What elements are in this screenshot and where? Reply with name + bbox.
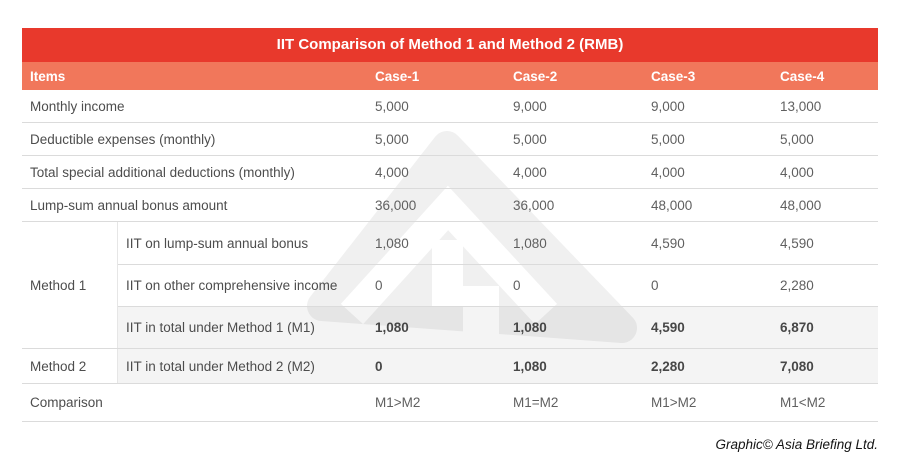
cell-value: M1<M2 (780, 395, 826, 410)
cell-value: 48,000 (651, 197, 693, 213)
cell-value: 36,000 (513, 197, 555, 213)
header-case-2: Case-2 (513, 68, 558, 84)
cell-value: 1,080 (513, 358, 547, 374)
row-label: Deductible expenses (monthly) (30, 131, 216, 147)
header-case-4: Case-4 (780, 68, 825, 84)
cell-value: 13,000 (780, 98, 822, 114)
cell-value: 48,000 (780, 197, 822, 213)
iit-comparison-table: IIT Comparison of Method 1 and Method 2 … (22, 28, 878, 422)
cell-value: 5,000 (375, 131, 409, 147)
header-items: Items (30, 68, 66, 84)
table-row-annual-bonus: Lump-sum annual bonus amount 36,000 36,0… (22, 189, 878, 222)
header-case-1: Case-1 (375, 68, 420, 84)
cell-value: 1,080 (375, 235, 409, 251)
table-row-m2-total: IIT in total under Method 2 (M2) 0 1,080… (118, 349, 878, 383)
table-row-monthly-income: Monthly income 5,000 9,000 9,000 13,000 (22, 90, 878, 123)
row-label: Comparison (30, 395, 103, 410)
row-label: IIT in total under Method 1 (M1) (126, 320, 315, 335)
cell-value: 4,000 (513, 164, 547, 180)
row-label: Lump-sum annual bonus amount (30, 197, 228, 213)
row-label: Monthly income (30, 98, 125, 114)
table-row-special-deductions: Total special additional deductions (mon… (22, 156, 878, 189)
cell-value: 4,000 (375, 164, 409, 180)
cell-value: 9,000 (651, 98, 685, 114)
table-header-row: Items Case-1 Case-2 Case-3 Case-4 (22, 62, 878, 90)
table-row-m1-total: IIT in total under Method 1 (M1) 1,080 1… (118, 306, 878, 348)
cell-value: 6,870 (780, 320, 814, 335)
method-2-group: Method 2 IIT in total under Method 2 (M2… (22, 349, 878, 384)
cell-value: 5,000 (375, 98, 409, 114)
cell-value: 36,000 (375, 197, 417, 213)
cell-value: 0 (513, 278, 521, 293)
cell-value: 5,000 (651, 131, 685, 147)
row-label: IIT on other comprehensive income (126, 278, 338, 293)
cell-value: 2,280 (651, 358, 685, 374)
cell-value: 4,590 (651, 320, 685, 335)
table-row-m1-other-income-iit: IIT on other comprehensive income 0 0 0 … (118, 264, 878, 306)
graphic-credit: Graphic© Asia Briefing Ltd. (715, 437, 878, 452)
table-row-m1-bonus-iit: IIT on lump-sum annual bonus 1,080 1,080… (118, 222, 878, 264)
cell-value: 5,000 (513, 131, 547, 147)
cell-value: 4,590 (651, 235, 685, 251)
cell-value: 1,080 (513, 320, 547, 335)
cell-value: M1>M2 (375, 395, 421, 410)
cell-value: 5,000 (780, 131, 814, 147)
table-row-comparison: Comparison M1>M2 M1=M2 M1>M2 M1<M2 (22, 384, 878, 422)
row-label: IIT on lump-sum annual bonus (126, 235, 309, 251)
cell-value: 4,590 (780, 235, 814, 251)
row-label: IIT in total under Method 2 (M2) (126, 358, 315, 374)
cell-value: 9,000 (513, 98, 547, 114)
table-row-deductible-expenses: Deductible expenses (monthly) 5,000 5,00… (22, 123, 878, 156)
cell-value: 0 (375, 358, 383, 374)
cell-value: 1,080 (513, 235, 547, 251)
cell-value: 4,000 (651, 164, 685, 180)
cell-value: M1>M2 (651, 395, 697, 410)
cell-value: 0 (375, 278, 383, 293)
method-2-label: Method 2 (30, 358, 87, 374)
cell-value: 7,080 (780, 358, 814, 374)
header-case-3: Case-3 (651, 68, 696, 84)
cell-value: 4,000 (780, 164, 814, 180)
cell-value: 0 (651, 278, 659, 293)
cell-value: 1,080 (375, 320, 409, 335)
method-1-label: Method 1 (30, 277, 87, 293)
table-title: IIT Comparison of Method 1 and Method 2 … (22, 28, 878, 62)
method-1-group: Method 1 IIT on lump-sum annual bonus 1,… (22, 222, 878, 349)
row-label: Total special additional deductions (mon… (30, 164, 295, 180)
cell-value: M1=M2 (513, 395, 559, 410)
cell-value: 2,280 (780, 278, 814, 293)
